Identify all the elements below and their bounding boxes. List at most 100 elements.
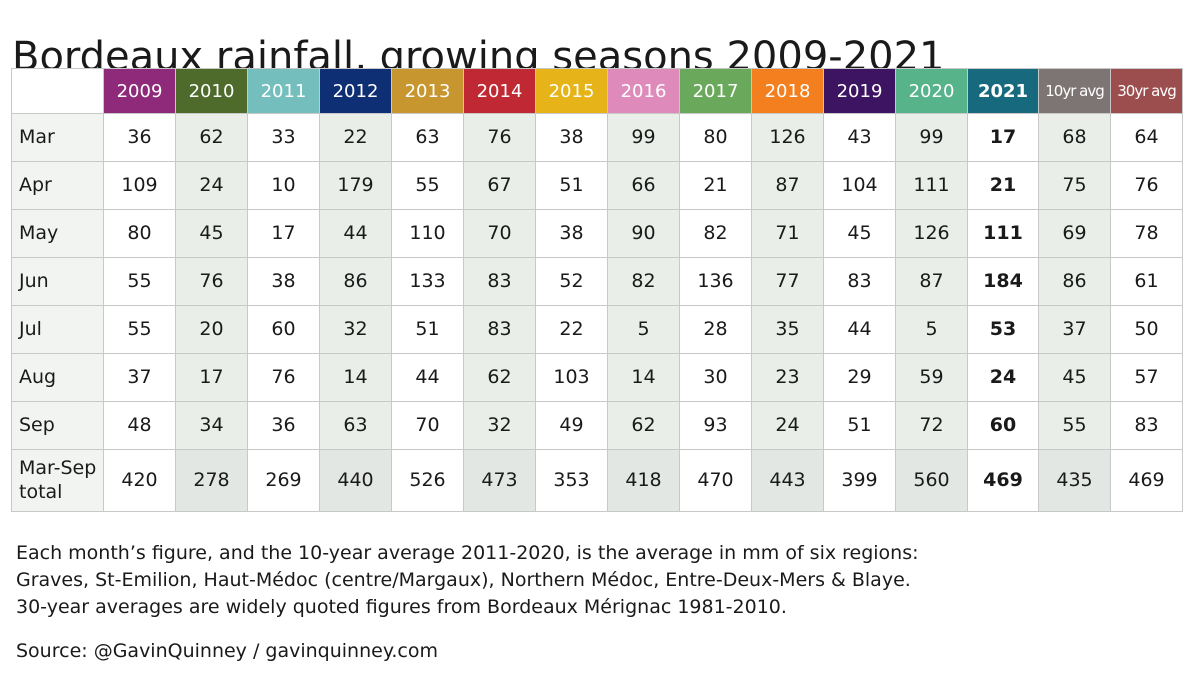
table-cell: 110 xyxy=(391,208,464,258)
table-cell: 61 xyxy=(1110,256,1183,306)
table-cell: 83 xyxy=(1110,400,1183,450)
table-cell: 17 xyxy=(175,352,248,402)
table-cell: 52 xyxy=(535,256,608,306)
table-cell: 55 xyxy=(1038,400,1111,450)
table-cell: 43 xyxy=(823,113,896,162)
table-cell: 24 xyxy=(751,400,824,450)
table-cell: 76 xyxy=(463,113,536,162)
table-cell: 126 xyxy=(751,113,824,162)
table-cell: 29 xyxy=(823,352,896,402)
table-cell: 57 xyxy=(1110,352,1183,402)
table-cell: 109 xyxy=(103,160,176,210)
table-cell: 14 xyxy=(319,352,392,402)
table-cell: 34 xyxy=(175,400,248,450)
table-cell: 80 xyxy=(679,113,752,162)
table-cell: 44 xyxy=(823,304,896,354)
table-cell: 104 xyxy=(823,160,896,210)
table-cell: 69 xyxy=(1038,208,1111,258)
header-row: 2009 2010 2011 2012 2013 2014 2015 2016 2017 2018… xyxy=(11,68,1183,114)
table-cell: 36 xyxy=(103,113,176,162)
table-cell: 59 xyxy=(895,352,968,402)
table-row: Sep 48 34 36 63 70 32 49 62 93 24 51 72 60 55 83 xyxy=(11,400,1183,450)
table-cell: 17 xyxy=(247,208,320,258)
table-cell: 82 xyxy=(607,256,680,306)
column-header: 2009 xyxy=(103,68,176,114)
column-header: 2010 xyxy=(175,68,248,114)
table-cell: 37 xyxy=(1038,304,1111,354)
table-cell: 44 xyxy=(391,352,464,402)
table-cell: 33 xyxy=(247,113,320,162)
table-cell: 45 xyxy=(175,208,248,258)
table-cell: 10 xyxy=(247,160,320,210)
table-cell: 71 xyxy=(751,208,824,258)
table-cell: 49 xyxy=(535,400,608,450)
table-cell: 24 xyxy=(967,352,1039,402)
table-cell: 76 xyxy=(247,352,320,402)
table-cell: 17 xyxy=(967,113,1039,162)
table-cell: 5 xyxy=(895,304,968,354)
table-cell: 87 xyxy=(751,160,824,210)
table-cell: 21 xyxy=(967,160,1039,210)
row-label: Mar xyxy=(11,113,104,162)
table-cell: 473 xyxy=(463,448,536,513)
table-cell: 83 xyxy=(463,304,536,354)
table-cell: 78 xyxy=(1110,208,1183,258)
table-cell: 470 xyxy=(679,448,752,513)
table-cell: 93 xyxy=(679,400,752,450)
table-cell: 278 xyxy=(175,448,248,513)
table-cell: 70 xyxy=(391,400,464,450)
table-row: Mar-Sep total 420 278 269 440 526 473 353 418 470 4… xyxy=(11,448,1183,513)
table-cell: 86 xyxy=(1038,256,1111,306)
table-cell: 133 xyxy=(391,256,464,306)
row-label: Apr xyxy=(11,160,104,210)
table-cell: 63 xyxy=(391,113,464,162)
table-cell: 44 xyxy=(319,208,392,258)
row-label: Mar-Sep total xyxy=(11,448,104,513)
table-cell: 62 xyxy=(463,352,536,402)
table-cell: 526 xyxy=(391,448,464,513)
footnote-line: 30-year averages are widely quoted figur… xyxy=(16,596,787,618)
column-header: 2019 xyxy=(823,68,896,114)
table-cell: 353 xyxy=(535,448,608,513)
row-label: May xyxy=(11,208,104,258)
table-cell: 469 xyxy=(1110,448,1183,513)
table-cell: 68 xyxy=(1038,113,1111,162)
table-cell: 45 xyxy=(1038,352,1111,402)
table-cell: 14 xyxy=(607,352,680,402)
table-row: Jun 55 76 38 86 133 83 52 82 136 77 83 87 184 86 61 xyxy=(11,256,1183,306)
table-cell: 83 xyxy=(463,256,536,306)
table-cell: 63 xyxy=(319,400,392,450)
table-cell: 179 xyxy=(319,160,392,210)
table-cell: 269 xyxy=(247,448,320,513)
rainfall-table: 2009 2010 2011 2012 2013 2014 2015 2016 2017 2018… xyxy=(11,68,1183,513)
table-cell: 80 xyxy=(103,208,176,258)
table-cell: 55 xyxy=(391,160,464,210)
row-label: Aug xyxy=(11,352,104,402)
table-cell: 28 xyxy=(679,304,752,354)
column-header: 2016 xyxy=(607,68,680,114)
column-header: 2020 xyxy=(895,68,968,114)
table-cell: 51 xyxy=(823,400,896,450)
table-cell: 111 xyxy=(895,160,968,210)
table-row: Aug 37 17 76 14 44 62 103 14 30 23 29 59 24 45 57 xyxy=(11,352,1183,402)
table-row: Apr 109 24 10 179 55 67 51 66 21 87 104 111 21 75 76 xyxy=(11,160,1183,210)
table-cell: 51 xyxy=(391,304,464,354)
column-header: 2014 xyxy=(463,68,536,114)
table-cell: 560 xyxy=(895,448,968,513)
table-cell: 76 xyxy=(175,256,248,306)
table-cell: 136 xyxy=(679,256,752,306)
table-cell: 51 xyxy=(535,160,608,210)
footnote-line: Each month’s figure, and the 10-year ave… xyxy=(16,542,919,564)
table-row: Mar 36 62 33 22 63 76 38 99 80 126 43 99 17 68 64 xyxy=(11,113,1183,162)
table-cell: 420 xyxy=(103,448,176,513)
table-cell: 184 xyxy=(967,256,1039,306)
header-corner-cell xyxy=(11,68,104,114)
column-header: 2017 xyxy=(679,68,752,114)
table-cell: 418 xyxy=(607,448,680,513)
table-cell: 32 xyxy=(463,400,536,450)
table-cell: 83 xyxy=(823,256,896,306)
footnote-line: Graves, St-Emilion, Haut-Médoc (centre/M… xyxy=(16,569,911,591)
footnotes: Each month’s figure, and the 10-year ave… xyxy=(16,540,1186,621)
column-header: 30yr avg xyxy=(1110,68,1183,114)
table-cell: 45 xyxy=(823,208,896,258)
